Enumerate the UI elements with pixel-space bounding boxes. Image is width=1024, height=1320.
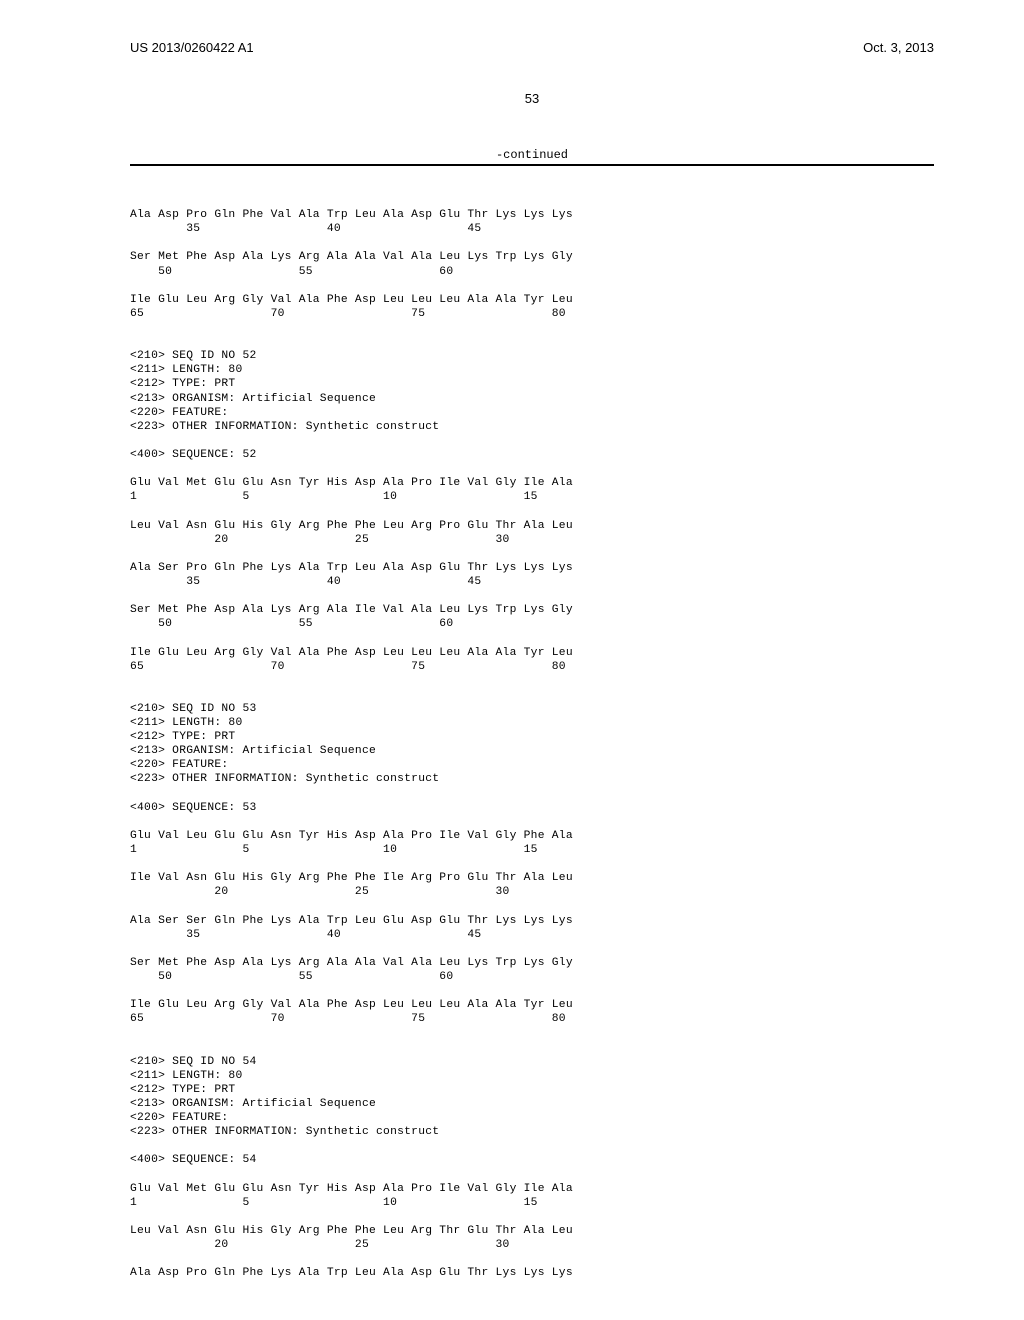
seq-row: Ser Met Phe Asp Ala Lys Arg Ala Ala Val … [130, 251, 573, 263]
page-number: 53 [130, 91, 934, 106]
seq-row: Ala Ser Pro Gln Phe Lys Ala Trp Leu Ala … [130, 562, 573, 574]
seq-header-line: <210> SEQ ID NO 53 [130, 703, 257, 715]
seq-row: Ile Glu Leu Arg Gly Val Ala Phe Asp Leu … [130, 999, 573, 1011]
seq-header-line: <212> TYPE: PRT [130, 1084, 235, 1096]
seq-num: 20 25 30 [130, 886, 510, 898]
seq-num: 50 55 60 [130, 971, 453, 983]
seq-row: Ala Asp Pro Gln Phe Lys Ala Trp Leu Ala … [130, 1267, 573, 1279]
seq-row: Glu Val Met Glu Glu Asn Tyr His Asp Ala … [130, 477, 573, 489]
seq-header-line: <400> SEQUENCE: 52 [130, 449, 257, 461]
seq-row: Ile Glu Leu Arg Gly Val Ala Phe Asp Leu … [130, 647, 573, 659]
seq-num: 50 55 60 [130, 266, 453, 278]
seq-header-line: <400> SEQUENCE: 54 [130, 1154, 257, 1166]
seq-num: 65 70 75 80 [130, 1013, 566, 1025]
seq-header-line: <223> OTHER INFORMATION: Synthetic const… [130, 773, 439, 785]
seq-num: 35 40 45 [130, 576, 481, 588]
seq-header-line: <213> ORGANISM: Artificial Sequence [130, 393, 376, 405]
seq-header-line: <223> OTHER INFORMATION: Synthetic const… [130, 421, 439, 433]
seq-num: 35 40 45 [130, 223, 481, 235]
seq-row: Glu Val Leu Glu Glu Asn Tyr His Asp Ala … [130, 830, 573, 842]
seq-row: Ala Asp Pro Gln Phe Val Ala Trp Leu Ala … [130, 209, 573, 221]
seq-row: Ser Met Phe Asp Ala Lys Arg Ala Ala Val … [130, 957, 573, 969]
seq-row: Leu Val Asn Glu His Gly Arg Phe Phe Leu … [130, 1225, 573, 1237]
seq-row: Ile Val Asn Glu His Gly Arg Phe Phe Ile … [130, 872, 573, 884]
divider [130, 164, 934, 166]
seq-header-line: <213> ORGANISM: Artificial Sequence [130, 1098, 376, 1110]
seq-header-line: <210> SEQ ID NO 52 [130, 350, 257, 362]
seq-header-line: <210> SEQ ID NO 54 [130, 1056, 257, 1068]
seq-num: 1 5 10 15 [130, 844, 538, 856]
seq-header-line: <211> LENGTH: 80 [130, 717, 242, 729]
seq-num: 65 70 75 80 [130, 308, 566, 320]
page-container: US 2013/0260422 A1 Oct. 3, 2013 53 -cont… [0, 0, 1024, 1320]
seq-num: 1 5 10 15 [130, 1197, 538, 1209]
seq-header-line: <223> OTHER INFORMATION: Synthetic const… [130, 1126, 439, 1138]
publication-date: Oct. 3, 2013 [863, 40, 934, 55]
seq-header-line: <220> FEATURE: [130, 1112, 228, 1124]
seq-header-line: <212> TYPE: PRT [130, 731, 235, 743]
seq-row: Ala Ser Ser Gln Phe Lys Ala Trp Leu Glu … [130, 915, 573, 927]
publication-number: US 2013/0260422 A1 [130, 40, 254, 55]
seq-header-line: <211> LENGTH: 80 [130, 1070, 242, 1082]
sequence-listing: Ala Asp Pro Gln Phe Val Ala Trp Leu Ala … [130, 194, 934, 1280]
page-header: US 2013/0260422 A1 Oct. 3, 2013 [130, 40, 934, 55]
seq-num: 20 25 30 [130, 534, 510, 546]
seq-num: 50 55 60 [130, 618, 453, 630]
seq-num: 20 25 30 [130, 1239, 510, 1251]
seq-row: Glu Val Met Glu Glu Asn Tyr His Asp Ala … [130, 1183, 573, 1195]
seq-header-line: <220> FEATURE: [130, 407, 228, 419]
seq-row: Ser Met Phe Asp Ala Lys Arg Ala Ile Val … [130, 604, 573, 616]
seq-header-line: <211> LENGTH: 80 [130, 364, 242, 376]
seq-header-line: <212> TYPE: PRT [130, 378, 235, 390]
seq-num: 65 70 75 80 [130, 661, 566, 673]
seq-num: 35 40 45 [130, 929, 481, 941]
seq-num: 1 5 10 15 [130, 491, 538, 503]
seq-row: Leu Val Asn Glu His Gly Arg Phe Phe Leu … [130, 520, 573, 532]
seq-row: Ile Glu Leu Arg Gly Val Ala Phe Asp Leu … [130, 294, 573, 306]
continued-label: -continued [130, 148, 934, 162]
seq-header-line: <213> ORGANISM: Artificial Sequence [130, 745, 376, 757]
seq-header-line: <220> FEATURE: [130, 759, 228, 771]
seq-header-line: <400> SEQUENCE: 53 [130, 802, 257, 814]
